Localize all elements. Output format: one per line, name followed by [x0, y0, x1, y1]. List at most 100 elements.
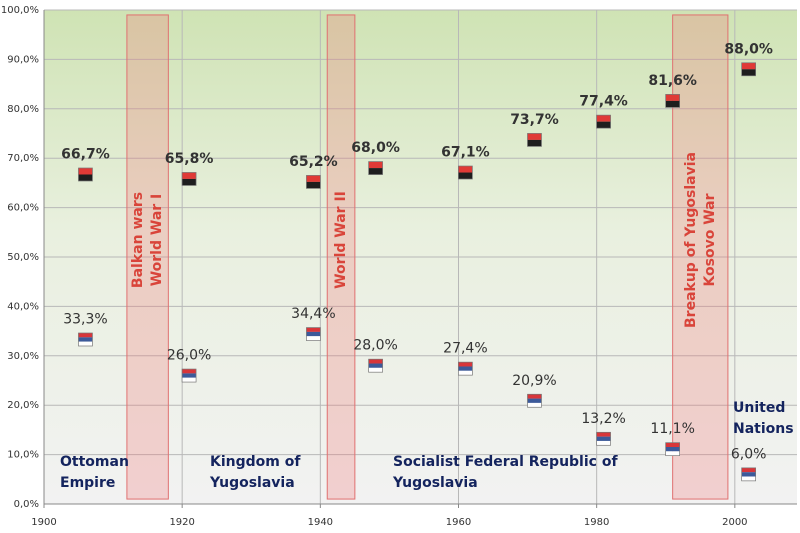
- x-tick-label: 1920: [169, 517, 194, 528]
- marker-stripe: [527, 133, 542, 140]
- marker-border: [181, 172, 197, 186]
- marker-stripe: [596, 432, 611, 437]
- x-tick-label: 2000: [722, 517, 747, 528]
- marker-stripe: [741, 69, 756, 76]
- data-label: 68,0%: [351, 140, 400, 156]
- marker: [741, 467, 756, 482]
- marker-stripe: [368, 363, 383, 368]
- era-label: Kingdom of: [210, 454, 301, 470]
- y-tick-label: 90,0%: [7, 54, 39, 65]
- era-label: United: [733, 400, 785, 416]
- marker: [78, 167, 93, 182]
- marker-border: [458, 361, 473, 376]
- y-tick-label: 70,0%: [7, 153, 39, 164]
- marker-border: [596, 114, 611, 129]
- data-label: 81,6%: [648, 73, 697, 89]
- data-label: 34,4%: [291, 306, 335, 322]
- y-tick-label: 20,0%: [7, 400, 39, 411]
- marker-stripe: [527, 402, 542, 408]
- marker-border: [368, 358, 383, 373]
- marker-stripe: [306, 175, 321, 182]
- marker-stripe: [368, 161, 383, 169]
- marker: [527, 133, 542, 147]
- marker: [665, 442, 681, 457]
- marker-border: [527, 393, 542, 408]
- data-label: 88,0%: [724, 41, 773, 57]
- period-label: World War I: [149, 194, 165, 287]
- data-label: 13,2%: [581, 411, 625, 427]
- period-band: [672, 14, 729, 500]
- marker-stripe: [306, 336, 321, 341]
- marker-stripe: [306, 181, 321, 189]
- era-label: Yugoslavia: [392, 475, 478, 491]
- data-label: 67,1%: [441, 145, 490, 161]
- period-label: Breakup of Yugoslavia: [683, 152, 699, 328]
- marker-stripe: [665, 451, 680, 456]
- marker-stripe: [182, 172, 197, 179]
- marker-stripe: [741, 472, 756, 477]
- marker-border: [741, 62, 756, 77]
- marker-stripe: [596, 115, 611, 122]
- x-tick-label: 1900: [31, 517, 56, 528]
- marker-stripe: [665, 100, 680, 108]
- y-tick-label: 40,0%: [7, 301, 39, 312]
- marker-stripe: [78, 168, 93, 175]
- marker-stripe: [458, 172, 473, 180]
- marker-stripe: [596, 121, 611, 129]
- marker-stripe: [368, 168, 383, 175]
- data-label: 66,7%: [61, 147, 110, 163]
- marker-border: [368, 161, 383, 175]
- data-label: 6,0%: [731, 446, 767, 462]
- period-label: Balkan wars: [130, 192, 146, 288]
- data-label: 11,1%: [650, 421, 694, 437]
- marker-stripe: [78, 332, 93, 338]
- y-tick-label: 10,0%: [7, 450, 39, 461]
- period-band: [326, 14, 356, 500]
- period-label: World War II: [333, 191, 349, 289]
- marker-stripe: [458, 166, 473, 173]
- marker-stripe: [665, 442, 680, 447]
- marker-border: [306, 327, 321, 341]
- marker-border: [665, 442, 681, 457]
- y-tick-label: 80,0%: [7, 104, 39, 115]
- era-label: Nations: [733, 421, 794, 437]
- data-label: 33,3%: [63, 311, 107, 327]
- marker-border: [78, 332, 93, 347]
- marker: [306, 175, 321, 189]
- marker: [306, 327, 321, 341]
- marker-stripe: [78, 337, 93, 342]
- marker-border: [78, 167, 93, 182]
- data-label: 27,4%: [443, 341, 487, 357]
- data-label: 65,2%: [289, 154, 338, 170]
- y-tick-label: 30,0%: [7, 351, 39, 362]
- y-tick-label: 50,0%: [7, 252, 39, 263]
- data-label: 26,0%: [167, 348, 211, 364]
- marker-stripe: [665, 94, 680, 101]
- period-band: [126, 14, 169, 500]
- data-label: 65,8%: [165, 151, 214, 167]
- era-label: Empire: [60, 475, 115, 491]
- y-tick-label: 0,0%: [14, 499, 39, 510]
- y-tick-label: 60,0%: [7, 203, 39, 214]
- marker-border: [527, 133, 542, 147]
- marker: [78, 332, 93, 347]
- data-label: 73,7%: [510, 112, 559, 128]
- marker-border: [458, 165, 473, 180]
- marker-stripe: [182, 373, 197, 378]
- marker-stripe: [741, 476, 756, 481]
- marker-stripe: [182, 178, 197, 186]
- era-label: Ottoman: [60, 454, 129, 470]
- marker-stripe: [527, 398, 542, 403]
- marker-stripe: [368, 359, 383, 364]
- marker-border: [596, 431, 611, 446]
- marker: [181, 172, 197, 186]
- data-label: 20,9%: [512, 373, 556, 389]
- marker-stripe: [182, 377, 197, 383]
- marker: [458, 361, 473, 376]
- x-tick-label: 1980: [584, 517, 609, 528]
- marker-stripe: [78, 341, 93, 346]
- marker-stripe: [306, 331, 321, 337]
- marker-border: [306, 175, 321, 189]
- marker: [368, 161, 383, 175]
